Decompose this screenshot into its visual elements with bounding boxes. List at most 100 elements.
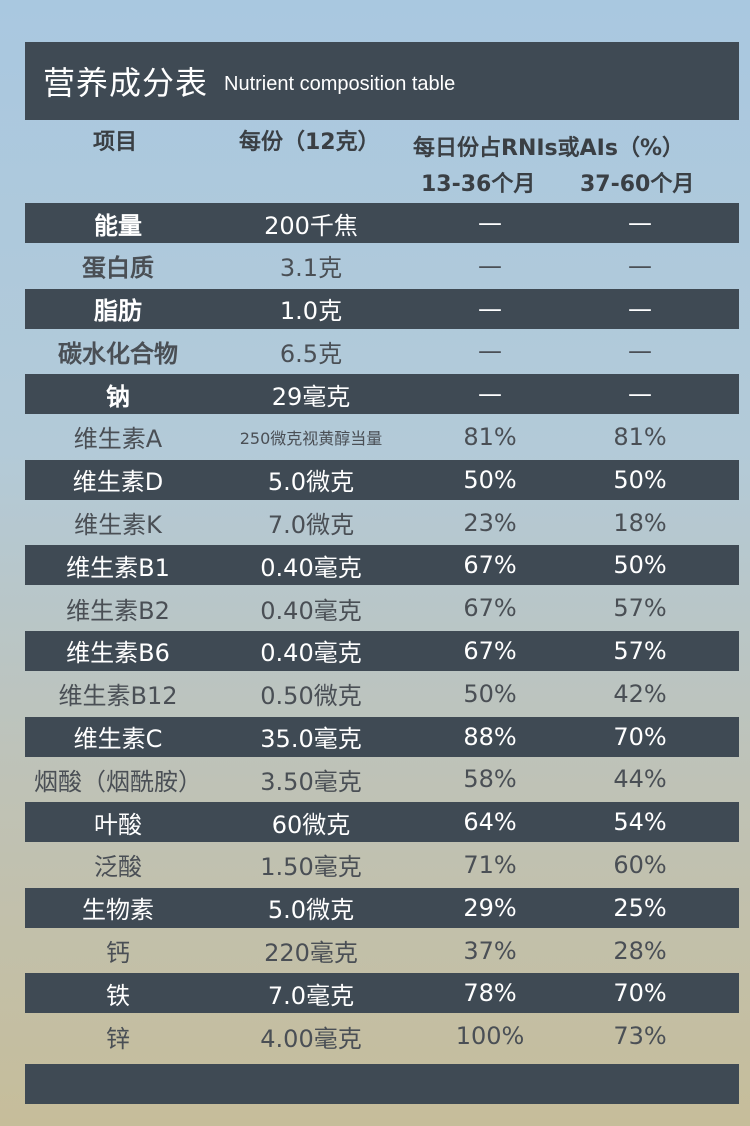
header-age-37-60: 37-60个月 [580,172,695,197]
percent-13-36: 50% [463,679,517,708]
percent-13-36: 50% [463,465,517,494]
nutrient-name: 生物素 [82,896,154,925]
percent-37-60: 60% [613,850,667,879]
percent-37-60: 81% [613,422,667,451]
nutrient-amount: 1.50毫克 [260,853,362,882]
table-row: 生物素 5.0微克 29% 25% [25,887,739,928]
nutrient-name: 能量 [94,211,142,240]
percent-13-36: — [478,380,502,409]
percent-13-36: 78% [463,979,517,1008]
percent-37-60: 70% [613,722,667,751]
percent-37-60: 50% [613,465,667,494]
nutrient-name: 烟酸（烟酰胺） [34,767,202,796]
percent-37-60: 54% [613,808,667,837]
nutrient-amount: 7.0毫克 [267,981,355,1010]
nutrient-amount: 0.40毫克 [260,596,362,625]
header-age-13-36: 13-36个月 [421,172,536,197]
table-row: 维生素A 250微克视黄醇当量 81% 81% [25,417,739,457]
nutrient-amount: 0.50微克 [260,682,362,711]
percent-37-60: — [628,209,652,237]
nutrient-amount: 5.0微克 [267,468,355,497]
nutrient-amount: 200千焦 [264,211,358,240]
percent-13-36: 71% [463,850,517,879]
nutrient-amount: 60微克 [271,810,351,839]
table-row: 维生素B1 0.40毫克 67% 50% [25,545,739,586]
percent-13-36: 64% [463,808,517,837]
percent-37-60: 50% [613,551,667,580]
page-title: 营养成分表 [43,64,209,102]
nutrient-amount: 4.00毫克 [260,1024,362,1053]
percent-13-36: — [478,294,502,323]
table-row: 维生素K 7.0微克 23% 18% [25,503,739,543]
table-row: 烟酸（烟酰胺） 3.50毫克 58% 44% [25,759,739,799]
nutrient-amount: 5.0微克 [267,896,355,925]
percent-37-60: 73% [613,1022,667,1051]
nutrient-name: 碳水化合物 [58,339,178,368]
percent-13-36: — [478,209,502,237]
percent-37-60: — [628,251,652,280]
percent-13-36: 88% [463,722,517,751]
nutrient-amount: 0.40毫克 [260,553,362,582]
nutrient-amount: 3.1克 [279,254,343,283]
percent-13-36: 81% [463,422,517,451]
percent-13-36: 37% [463,936,517,965]
nutrient-name: 泛酸 [94,853,142,882]
percent-37-60: — [628,294,652,323]
page-subtitle: Nutrient composition table [224,72,456,95]
percent-37-60: 44% [613,765,667,794]
percent-37-60: 18% [613,508,667,537]
header-item: 项目 [93,130,138,155]
table-row: 铁 7.0毫克 78% 70% [25,973,739,1014]
nutrient-name: 维生素A [73,425,163,454]
title-bar: 营养成分表 Nutrient composition table [25,42,739,120]
header-rni: 每日份占RNIs或AIs（%） [413,136,684,161]
nutrient-name: 脂肪 [94,297,142,326]
table-row: 能量 200千焦 — — [25,203,739,243]
nutrient-amount: 0.40毫克 [260,639,362,668]
nutrient-name: 锌 [106,1024,130,1053]
nutrient-name: 蛋白质 [82,254,154,283]
nutrient-name: 维生素B2 [66,596,170,625]
percent-37-60: 70% [613,979,667,1008]
nutrient-amount: 220毫克 [264,939,358,968]
percent-37-60: — [628,380,652,409]
nutrient-name: 维生素C [73,725,163,754]
table-row: 泛酸 1.50毫克 71% 60% [25,845,739,885]
percent-37-60: 57% [613,636,667,665]
nutrient-amount: 6.5克 [279,339,343,368]
header-serving: 每份（12克） [239,130,380,155]
table-row: 叶酸 60微克 64% 54% [25,802,739,843]
percent-37-60: 28% [613,936,667,965]
nutrient-table: 能量 200千焦 — — 蛋白质 3.1克 — — 脂肪 1.0克 — — 碳水… [25,203,739,1059]
percent-13-36: 23% [463,508,517,537]
table-row: 维生素B2 0.40毫克 67% 57% [25,588,739,628]
percent-13-36: — [478,251,502,280]
percent-37-60: — [628,337,652,366]
nutrient-name: 叶酸 [94,810,142,839]
nutrient-name: 维生素D [72,468,164,497]
nutrient-amount: 7.0微克 [267,511,355,540]
nutrient-name: 铁 [106,981,130,1010]
table-row: 维生素B6 0.40毫克 67% 57% [25,630,739,671]
nutrient-amount: 29毫克 [271,382,351,411]
table-row: 碳水化合物 6.5克 — — [25,331,739,371]
nutrient-name: 维生素K [74,511,162,540]
nutrient-amount: 35.0毫克 [260,725,362,754]
table-row: 钙 220毫克 37% 28% [25,931,739,971]
percent-13-36: 100% [455,1022,525,1051]
percent-13-36: 67% [463,594,517,623]
nutrient-amount: 1.0克 [279,297,343,326]
percent-13-36: 58% [463,765,517,794]
nutrient-amount: 3.50毫克 [260,767,362,796]
table-row: 维生素B12 0.50微克 50% 42% [25,674,739,714]
percent-37-60: 42% [613,679,667,708]
nutrient-name: 维生素B12 [58,682,178,711]
percent-13-36: — [478,337,502,366]
footer-bar [25,1064,739,1104]
table-row: 维生素C 35.0毫克 88% 70% [25,716,739,757]
nutrient-name: 维生素B6 [66,639,170,668]
nutrient-name: 钠 [106,382,130,411]
percent-37-60: 57% [613,594,667,623]
table-header: 项目 每份（12克） 每日份占RNIs或AIs（%） 13-36个月 37-60… [25,122,739,202]
nutrient-name: 钙 [106,939,130,968]
